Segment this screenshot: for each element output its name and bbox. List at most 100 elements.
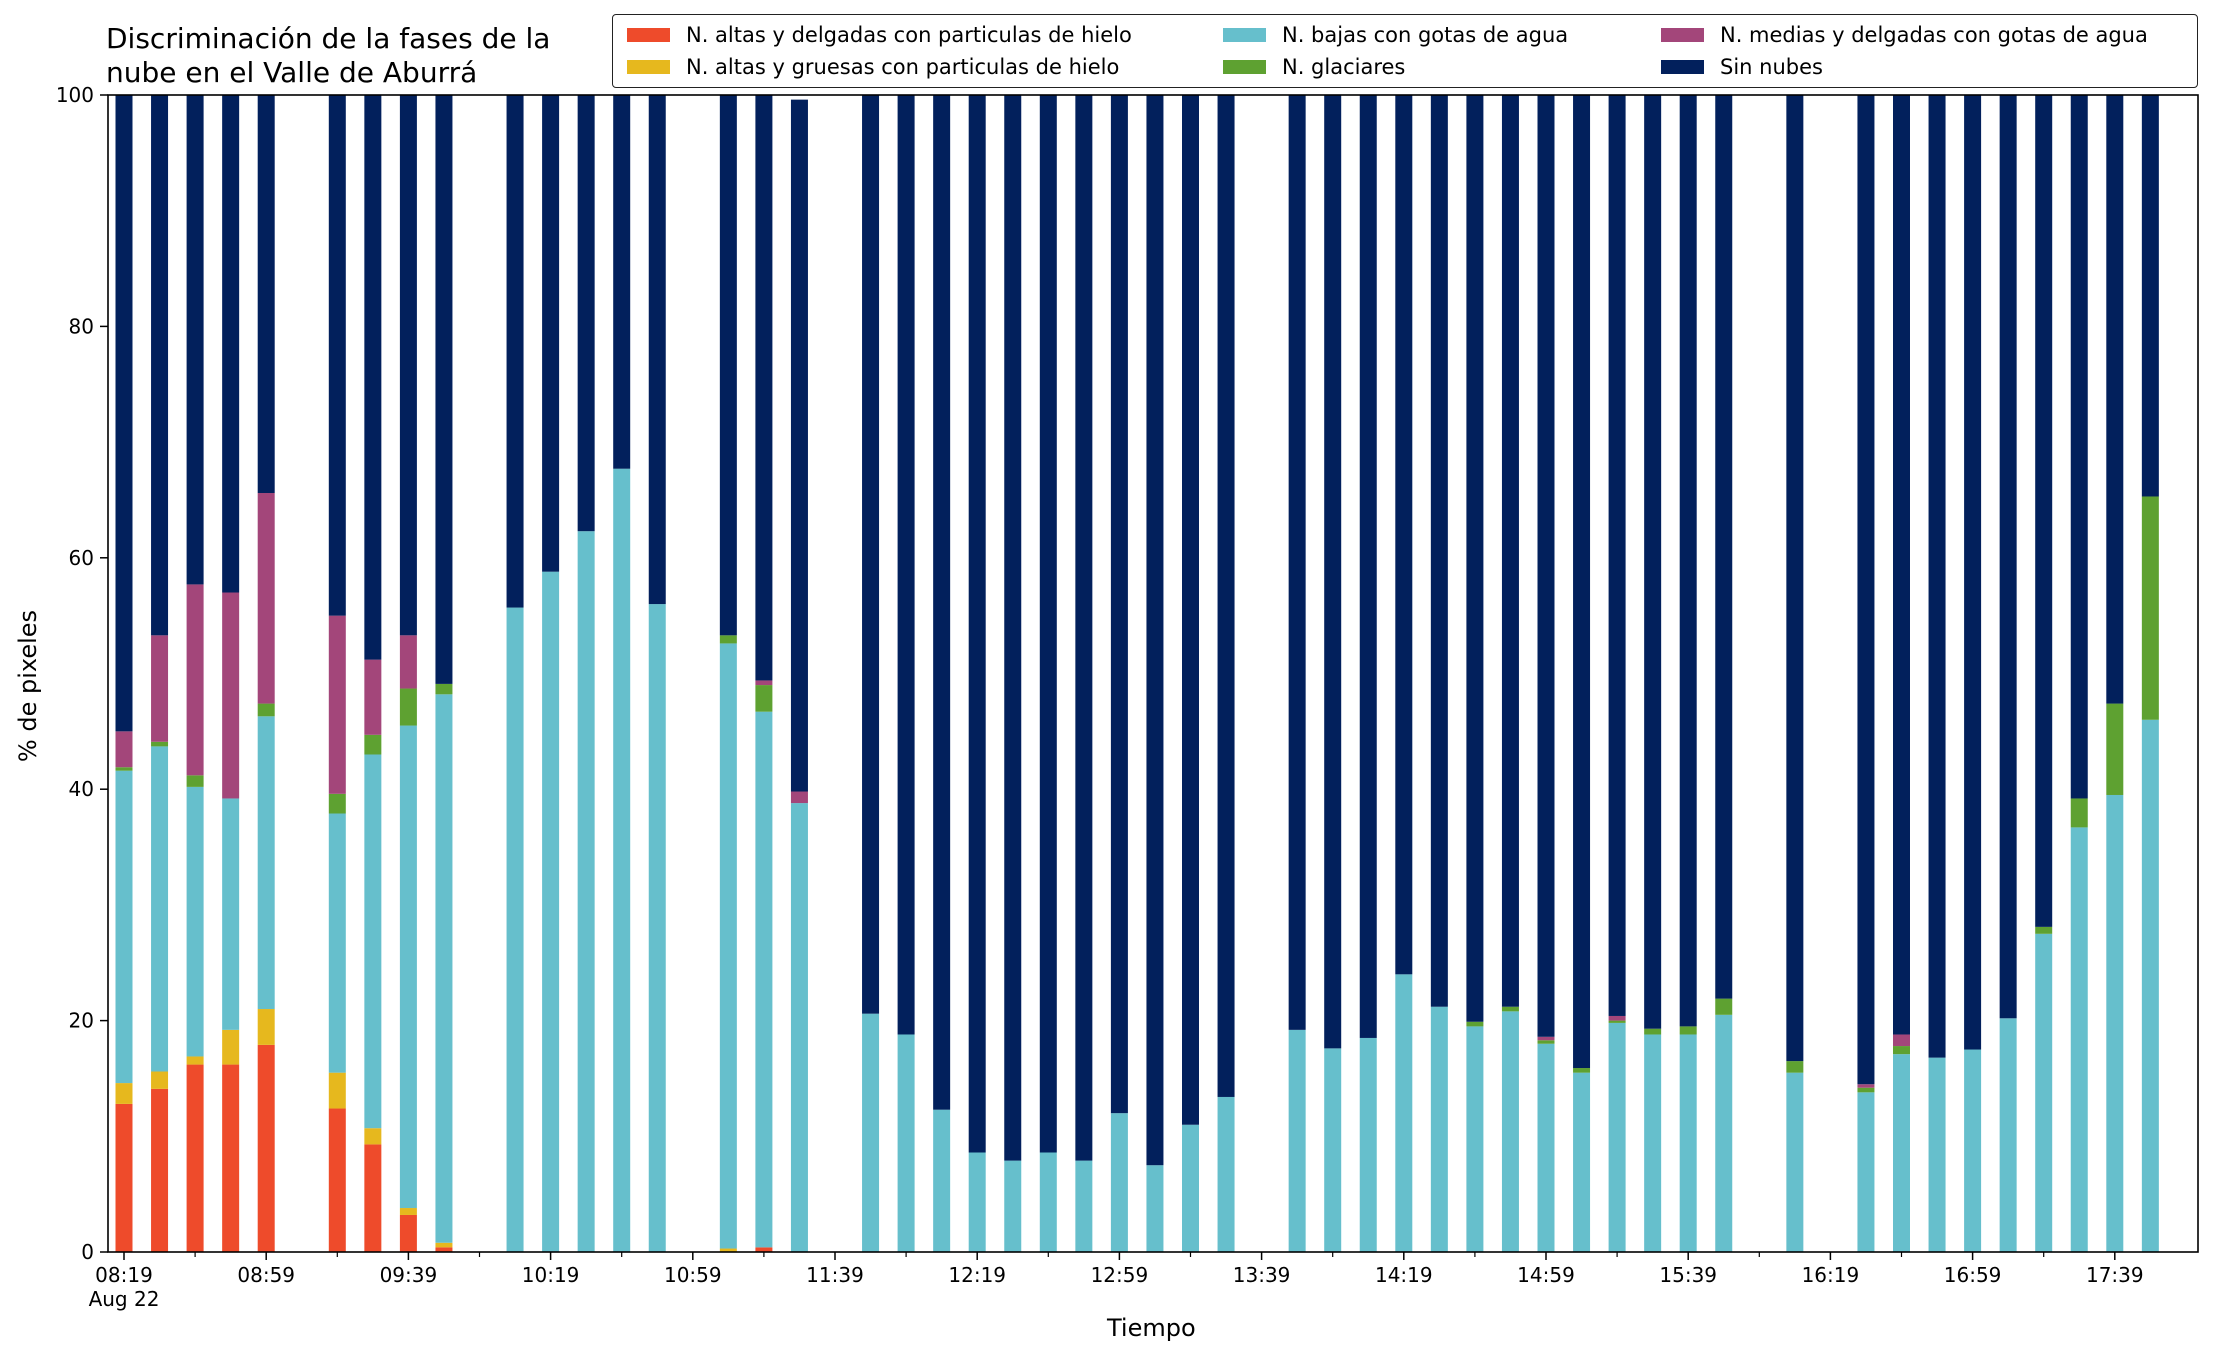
bar-segment: [1857, 1084, 1875, 1088]
bar-segment: [1786, 1061, 1804, 1073]
x-tick-label: 14:59: [1517, 1263, 1575, 1287]
legend-label: Sin nubes: [1720, 55, 1823, 79]
bar-segment: [1110, 1113, 1128, 1252]
bar-segment: [222, 1064, 240, 1252]
bars-layer: [115, 95, 2159, 1253]
bar-segment: [755, 711, 773, 1248]
bar-segment: [328, 1072, 346, 1109]
bar-segment: [399, 635, 417, 689]
bar-segment: [933, 1109, 951, 1252]
bar-segment: [1039, 95, 1057, 1153]
legend-item-bajas-agua: N. bajas con gotas de agua: [1223, 23, 1568, 47]
bar-segment: [613, 468, 631, 1253]
bar-segment: [1893, 1046, 1910, 1055]
bar-segment: [186, 95, 204, 585]
bar-segment: [186, 775, 204, 787]
bar-segment: [1857, 1092, 1875, 1252]
y-tick-label: 80: [69, 314, 94, 338]
bar-segment: [790, 99, 808, 792]
legend-item-sin-nubes: Sin nubes: [1661, 55, 1823, 79]
bar-segment: [328, 813, 346, 1073]
bar-segment: [328, 793, 346, 814]
bar-segment: [1644, 1028, 1662, 1035]
bar-segment: [399, 95, 417, 636]
bar-segment: [1999, 95, 2017, 1019]
bar-segment: [719, 95, 737, 636]
bar-segment: [1964, 1049, 1982, 1252]
x-tick-label: 14:19: [1375, 1263, 1433, 1287]
x-tick-label: 15:39: [1659, 1263, 1717, 1287]
bar-segment: [1430, 95, 1448, 1007]
legend-label: N. bajas con gotas de agua: [1282, 23, 1569, 47]
bar-segment: [897, 1034, 915, 1252]
bar-segment: [364, 95, 382, 660]
bar-segment: [755, 1247, 773, 1252]
bar-segment: [1430, 1006, 1448, 1252]
bar-segment: [1608, 95, 1626, 1016]
bar-segment: [2141, 496, 2159, 720]
bar-segment: [328, 95, 346, 616]
legend-item-altas-gruesas: N. altas y gruesas con particulas de hie…: [627, 55, 1119, 79]
bar-segment: [1359, 95, 1377, 1038]
bar-segment: [1004, 95, 1022, 1161]
bar-segment: [399, 688, 417, 726]
bar-segment: [1857, 1087, 1875, 1093]
bar-segment: [1679, 1026, 1697, 1035]
bar-segment: [1182, 95, 1199, 1125]
bar-segment: [1501, 1011, 1519, 1252]
bar-segment: [1537, 1040, 1555, 1044]
bar-segment: [2070, 827, 2088, 1252]
x-tick-label: 16:19: [1802, 1263, 1860, 1287]
bar-segment: [2141, 719, 2159, 1252]
bar-segment: [648, 604, 666, 1252]
bar-segment: [257, 95, 275, 494]
legend-label: N. medias y delgadas con gotas de agua: [1720, 23, 2148, 47]
bar-segment: [1573, 1072, 1591, 1252]
bar-segment: [790, 791, 808, 804]
bar-segment: [2035, 926, 2053, 934]
legend-swatch: [1661, 28, 1704, 42]
x-tick-label: 08:19 Aug 22: [89, 1263, 160, 1311]
x-tick-label: 12:59: [1091, 1263, 1149, 1287]
bar-segment: [115, 1083, 133, 1104]
bar-segment: [328, 1108, 346, 1252]
bar-segment: [1537, 1036, 1555, 1041]
y-tick-label: 20: [69, 1009, 94, 1033]
bar-segment: [542, 571, 560, 1252]
bar-segment: [1395, 974, 1413, 1252]
x-axis-label: Tiempo: [1107, 1314, 1196, 1342]
bar-segment: [1644, 1034, 1662, 1252]
bar-segment: [1217, 95, 1235, 1097]
bar-segment: [1608, 1020, 1626, 1023]
bar-segment: [506, 95, 524, 608]
bar-segment: [1075, 1160, 1093, 1252]
bar-segment: [115, 731, 133, 768]
bar-segment: [1466, 1021, 1484, 1027]
bar-segment: [115, 770, 133, 1084]
x-tick-label: 12:19: [948, 1263, 1006, 1287]
bar-segment: [1501, 1006, 1519, 1012]
bar-segment: [222, 1029, 240, 1065]
bar-segment: [435, 694, 453, 1243]
bar-segment: [257, 1044, 275, 1252]
bar-segment: [1786, 1072, 1804, 1252]
bar-segment: [1288, 1029, 1306, 1252]
bar-segment: [435, 1247, 453, 1252]
bar-segment: [2070, 95, 2088, 799]
bar-segment: [151, 741, 169, 747]
bar-segment: [435, 683, 453, 695]
x-tick-label: 13:39: [1233, 1263, 1291, 1287]
bar-segment: [862, 1013, 880, 1252]
bar-segment: [1146, 95, 1164, 1166]
bar-segment: [506, 607, 524, 1252]
bar-segment: [968, 95, 986, 1153]
bar-segment: [115, 95, 133, 732]
x-tick-label: 16:59: [1944, 1263, 2002, 1287]
bar-segment: [257, 493, 275, 704]
bar-segment: [364, 1128, 382, 1145]
bar-segment: [1182, 1124, 1199, 1252]
bar-segment: [613, 95, 631, 469]
bar-segment: [186, 786, 204, 1057]
bar-segment: [1288, 95, 1306, 1030]
